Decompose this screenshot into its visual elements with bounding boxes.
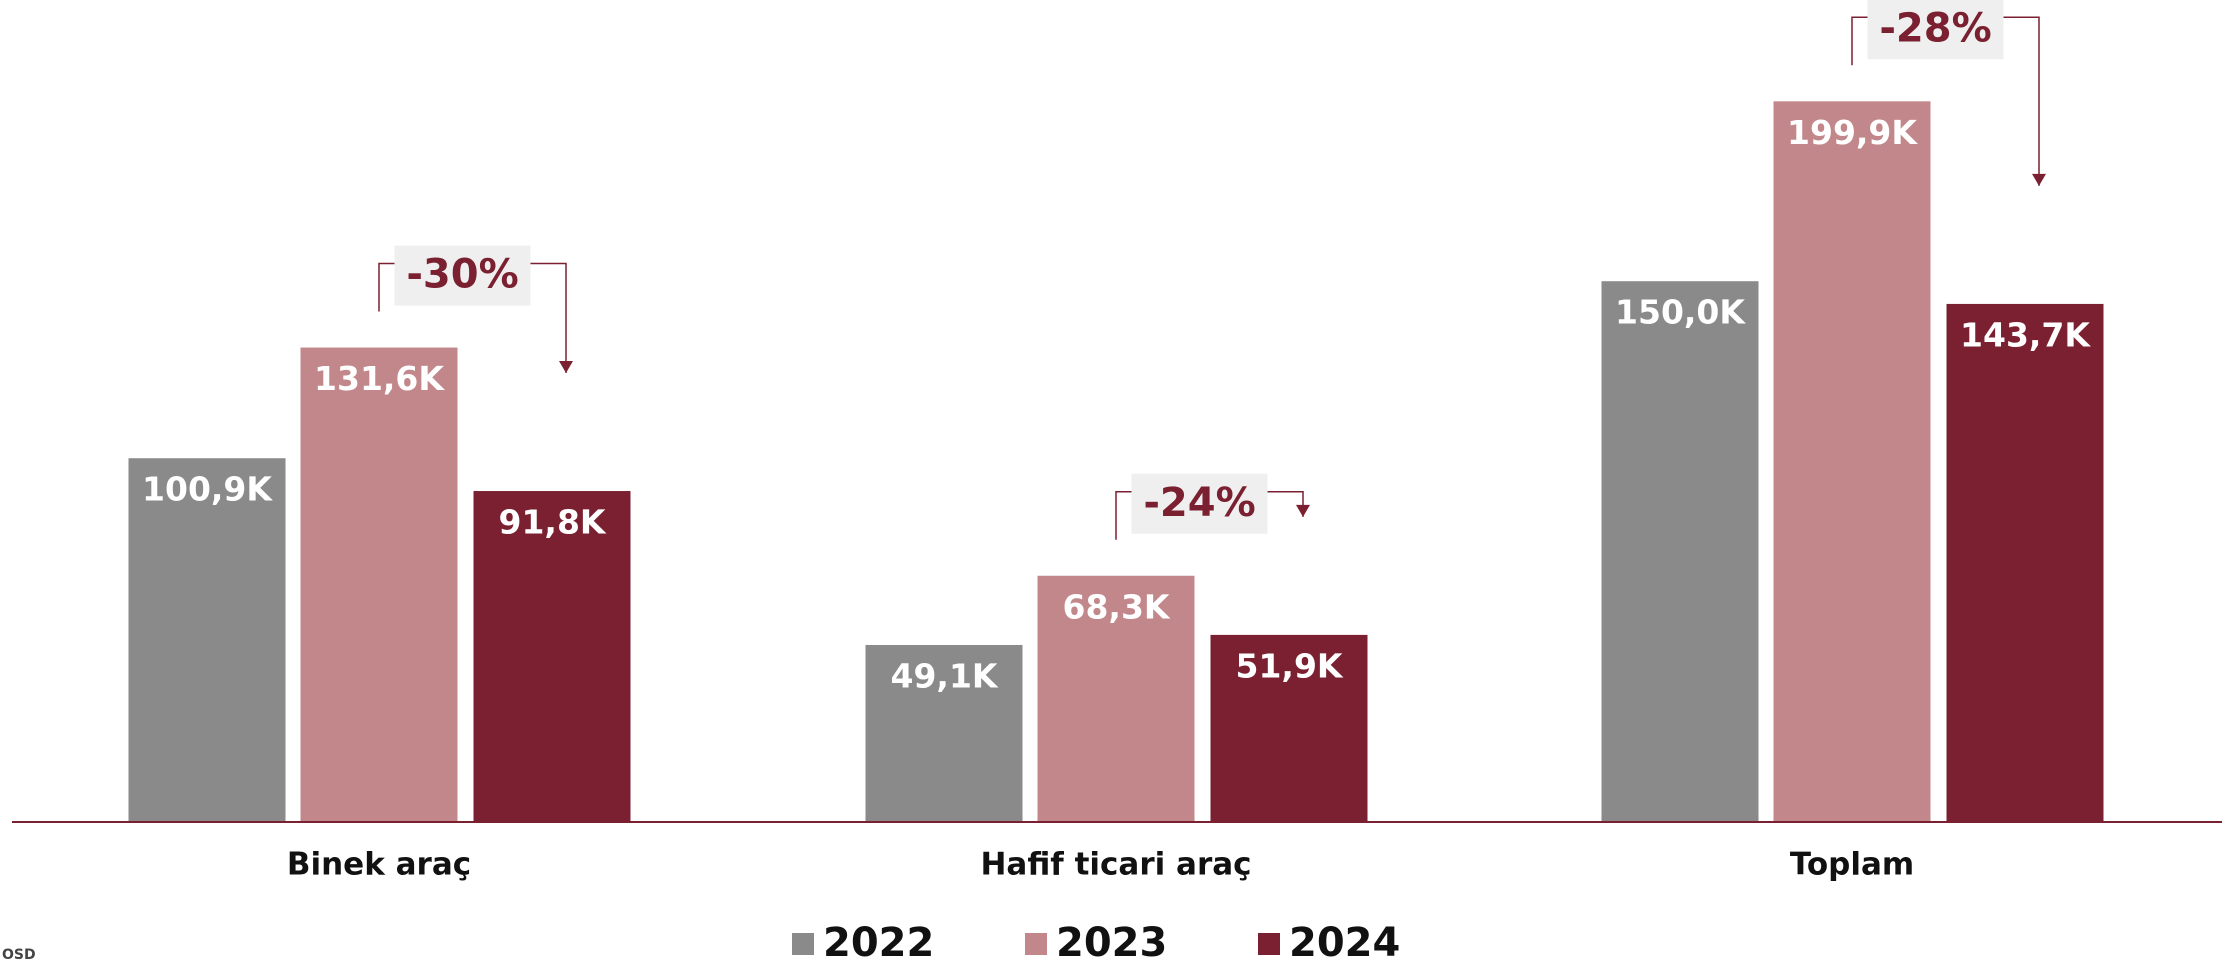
annotation-box [394, 245, 531, 306]
bar [1601, 281, 1759, 822]
value-label: 150,0K [1615, 293, 1746, 332]
annotation: -28% [1879, 5, 1991, 51]
x-tick-label: Toplam [1790, 847, 1914, 883]
value-label: 68,3K [1063, 587, 1171, 626]
legend-swatch [1025, 933, 1047, 955]
bar [473, 491, 631, 822]
legend-label: 2024 [1289, 920, 1400, 961]
value-label: 51,9K [1236, 646, 1344, 685]
value-label: 143,7K [1960, 315, 2091, 354]
value-label: 199,9K [1787, 113, 1918, 152]
x-tick-label: Binek araç [287, 847, 471, 883]
bar [128, 458, 286, 822]
annotation-arrow [1296, 504, 1310, 517]
bar [1773, 101, 1931, 823]
annotation-box [1131, 473, 1268, 534]
value-label: 131,6K [314, 359, 445, 398]
value-label: 91,8K [499, 503, 607, 542]
annotation-arrow [559, 361, 573, 374]
annotation-arrow [2032, 173, 2046, 186]
bar [1037, 575, 1195, 822]
legend-swatch [792, 933, 814, 955]
legend-label: 2023 [1056, 920, 1167, 961]
annotation-box [1867, 0, 2004, 60]
bar [1210, 634, 1368, 822]
bar [300, 347, 458, 822]
source: OSD [2, 947, 36, 961]
annotation: -24% [1143, 480, 1255, 526]
x-tick-label: Hafif ticari araç [980, 847, 1251, 883]
value-label: 49,1K [891, 656, 999, 695]
value-label: 100,9K [142, 470, 273, 509]
legend-swatch [1258, 933, 1280, 955]
bar [865, 644, 1023, 822]
bar [1946, 303, 2104, 822]
annotation: -30% [406, 252, 518, 298]
legend-label: 2022 [823, 920, 934, 961]
